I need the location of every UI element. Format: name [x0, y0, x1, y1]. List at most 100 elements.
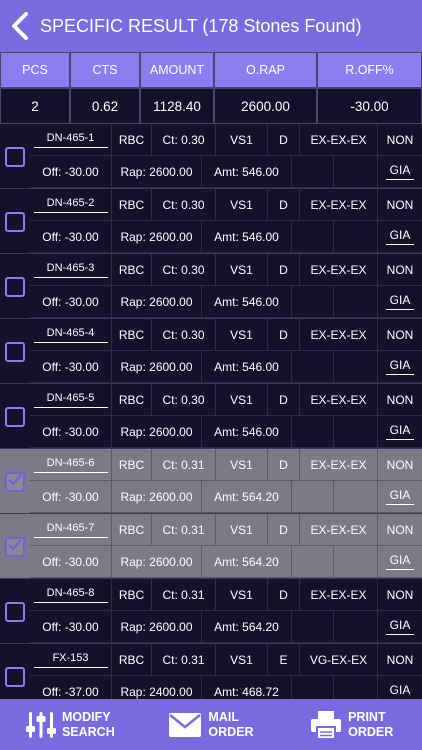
stone-carat: Ct: 0.30 — [152, 254, 216, 286]
stone-lab-link[interactable]: GIA — [378, 416, 422, 448]
stone-discount: Off: -30.00 — [30, 546, 112, 578]
stone-fluorescence: NON — [378, 124, 422, 156]
stone-rap-price: Rap: 2600.00 — [112, 351, 202, 383]
empty-cell — [292, 221, 334, 253]
stone-lab-link[interactable]: GIA — [378, 546, 422, 578]
stone-id[interactable]: FX-153 — [30, 644, 112, 676]
modify-search-button[interactable]: MODIFY SEARCH — [0, 699, 141, 750]
stone-id[interactable]: DN-465-4 — [30, 319, 112, 351]
stone-row[interactable]: DN-465-7 RBC Ct: 0.31 VS1 D EX-EX-EX NON… — [0, 514, 422, 579]
stone-row[interactable]: DN-465-6 RBC Ct: 0.31 VS1 D EX-EX-EX NON… — [0, 449, 422, 514]
stone-amount: Amt: 546.00 — [202, 286, 292, 318]
empty-cell — [292, 676, 334, 699]
row-checkbox[interactable] — [5, 277, 25, 297]
stone-color: D — [268, 124, 300, 156]
stone-color: D — [268, 254, 300, 286]
stone-lab-link[interactable]: GIA — [378, 481, 422, 513]
empty-cell — [292, 156, 334, 188]
stone-color: D — [268, 384, 300, 416]
empty-cell — [334, 156, 378, 188]
print-order-button[interactable]: PRINT ORDER — [281, 699, 422, 750]
stone-id[interactable]: DN-465-5 — [30, 384, 112, 416]
bottom-toolbar: MODIFY SEARCH MAIL ORDER PRINT ORDER — [0, 699, 422, 750]
stone-discount: Off: -30.00 — [30, 156, 112, 188]
stone-lab-link[interactable]: GIA — [378, 676, 422, 699]
stone-shape: RBC — [112, 384, 152, 416]
row-checkbox[interactable] — [5, 537, 25, 557]
stone-row[interactable]: DN-465-4 RBC Ct: 0.30 VS1 D EX-EX-EX NON… — [0, 319, 422, 384]
empty-cell — [334, 286, 378, 318]
stone-discount: Off: -30.00 — [30, 416, 112, 448]
modify-label-line2: SEARCH — [61, 724, 115, 739]
stone-cut: EX-EX-EX — [300, 514, 378, 546]
row-checkbox[interactable] — [5, 472, 25, 492]
stone-rap-price: Rap: 2600.00 — [112, 221, 202, 253]
empty-cell — [334, 351, 378, 383]
envelope-icon — [169, 712, 202, 737]
stone-cut: EX-EX-EX — [300, 189, 378, 221]
stone-lab-link[interactable]: GIA — [378, 156, 422, 188]
stone-id[interactable]: DN-465-1 — [30, 124, 112, 156]
stone-list[interactable]: DN-465-1 RBC Ct: 0.30 VS1 D EX-EX-EX NON… — [0, 124, 422, 699]
stone-rap-price: Rap: 2400.00 — [112, 676, 202, 699]
row-checkbox[interactable] — [5, 602, 25, 622]
stone-clarity: VS1 — [216, 189, 268, 221]
empty-cell — [292, 546, 334, 578]
stone-shape: RBC — [112, 124, 152, 156]
stone-lab-link[interactable]: GIA — [378, 351, 422, 383]
stone-id[interactable]: DN-465-6 — [30, 449, 112, 481]
stone-lab-link[interactable]: GIA — [378, 286, 422, 318]
stone-lab-link[interactable]: GIA — [378, 611, 422, 643]
empty-cell — [292, 286, 334, 318]
stone-rap-price: Rap: 2600.00 — [112, 416, 202, 448]
stone-cut: EX-EX-EX — [300, 124, 378, 156]
row-checkbox[interactable] — [5, 667, 25, 687]
back-chevron-icon[interactable] — [0, 0, 40, 52]
stone-shape: RBC — [112, 579, 152, 611]
stone-color: D — [268, 579, 300, 611]
empty-cell — [292, 481, 334, 513]
stone-fluorescence: NON — [378, 514, 422, 546]
stone-row[interactable]: DN-465-1 RBC Ct: 0.30 VS1 D EX-EX-EX NON… — [0, 124, 422, 189]
stone-clarity: VS1 — [216, 644, 268, 676]
stone-id[interactable]: DN-465-2 — [30, 189, 112, 221]
mail-order-button[interactable]: MAIL ORDER — [141, 699, 282, 750]
stone-clarity: VS1 — [216, 319, 268, 351]
empty-cell — [334, 546, 378, 578]
summary-value-roff: -30.00 — [317, 88, 422, 124]
stone-discount: Off: -37.00 — [30, 676, 112, 699]
stone-shape: RBC — [112, 319, 152, 351]
stone-color: D — [268, 449, 300, 481]
stone-lab-link[interactable]: GIA — [378, 221, 422, 253]
empty-cell — [334, 416, 378, 448]
stone-amount: Amt: 546.00 — [202, 351, 292, 383]
stone-id[interactable]: DN-465-7 — [30, 514, 112, 546]
header-bar: SPECIFIC RESULT (178 Stones Found) — [0, 0, 422, 52]
print-label-line2: ORDER — [348, 724, 394, 739]
stone-fluorescence: NON — [378, 449, 422, 481]
stone-discount: Off: -30.00 — [30, 611, 112, 643]
stone-id[interactable]: DN-465-8 — [30, 579, 112, 611]
stone-id[interactable]: DN-465-3 — [30, 254, 112, 286]
summary-header-orap: O.RAP — [214, 52, 317, 88]
stone-fluorescence: NON — [378, 384, 422, 416]
stone-row[interactable]: FX-153 RBC Ct: 0.31 VS1 E VG-EX-EX NON O… — [0, 644, 422, 699]
row-checkbox[interactable] — [5, 147, 25, 167]
stone-carat: Ct: 0.30 — [152, 319, 216, 351]
summary-header-amount: AMOUNT — [140, 52, 214, 88]
row-checkbox[interactable] — [5, 342, 25, 362]
stone-discount: Off: -30.00 — [30, 286, 112, 318]
empty-cell — [292, 416, 334, 448]
stone-discount: Off: -30.00 — [30, 351, 112, 383]
row-checkbox[interactable] — [5, 212, 25, 232]
empty-cell — [292, 611, 334, 643]
summary-header-roff: R.OFF% — [317, 52, 422, 88]
stone-fluorescence: NON — [378, 319, 422, 351]
summary-table: PCS CTS AMOUNT O.RAP R.OFF% 2 0.62 1128.… — [0, 52, 422, 124]
stone-cut: EX-EX-EX — [300, 384, 378, 416]
stone-row[interactable]: DN-465-8 RBC Ct: 0.31 VS1 D EX-EX-EX NON… — [0, 579, 422, 644]
stone-row[interactable]: DN-465-5 RBC Ct: 0.30 VS1 D EX-EX-EX NON… — [0, 384, 422, 449]
row-checkbox[interactable] — [5, 407, 25, 427]
stone-row[interactable]: DN-465-3 RBC Ct: 0.30 VS1 D EX-EX-EX NON… — [0, 254, 422, 319]
stone-row[interactable]: DN-465-2 RBC Ct: 0.30 VS1 D EX-EX-EX NON… — [0, 189, 422, 254]
